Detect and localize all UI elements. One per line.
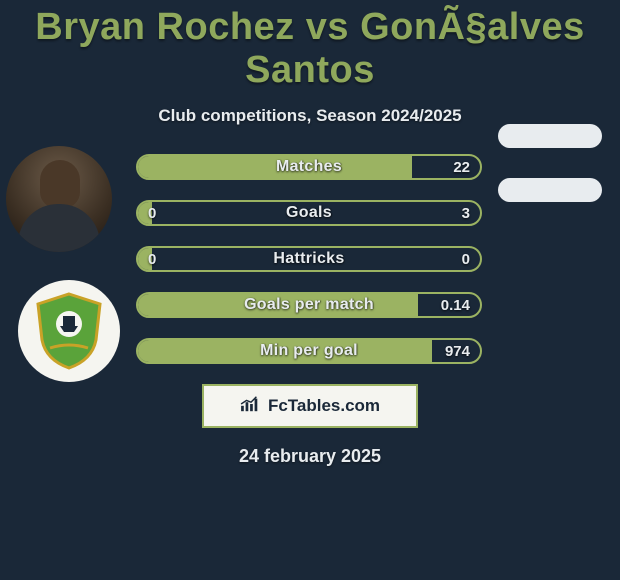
side-pill — [498, 124, 602, 148]
stat-value-right: 3 — [462, 202, 470, 224]
club-shield-icon — [34, 292, 104, 370]
side-pill — [498, 178, 602, 202]
page-title: Bryan Rochez vs GonÃ§alves Santos — [0, 0, 620, 92]
stat-value-right: 22 — [453, 156, 470, 178]
stat-label: Hattricks — [138, 248, 480, 270]
brand-box: FcTables.com — [202, 384, 418, 428]
stat-row-matches: Matches 22 — [136, 154, 482, 180]
club-badge — [18, 280, 120, 382]
stat-row-goals-per-match: Goals per match 0.14 — [136, 292, 482, 318]
season-subtitle: Club competitions, Season 2024/2025 — [0, 106, 620, 126]
avatar-body-shape — [18, 204, 100, 252]
stat-rows: Matches 22 0 Goals 3 0 Hattricks 0 Goals… — [136, 154, 482, 364]
snapshot-date: 24 february 2025 — [0, 446, 620, 467]
brand-text: FcTables.com — [268, 396, 380, 416]
stat-label: Goals per match — [138, 294, 480, 316]
stat-label: Goals — [138, 202, 480, 224]
stat-label: Matches — [138, 156, 480, 178]
stat-row-goals: 0 Goals 3 — [136, 200, 482, 226]
player-avatar — [6, 146, 112, 252]
stat-value-right: 0.14 — [441, 294, 470, 316]
stat-row-min-per-goal: Min per goal 974 — [136, 338, 482, 364]
stat-row-hattricks: 0 Hattricks 0 — [136, 246, 482, 272]
stat-value-right: 974 — [445, 340, 470, 362]
stat-label: Min per goal — [138, 340, 480, 362]
avatar-head-shape — [40, 160, 80, 208]
barchart-icon — [240, 395, 262, 418]
stat-value-right: 0 — [462, 248, 470, 270]
